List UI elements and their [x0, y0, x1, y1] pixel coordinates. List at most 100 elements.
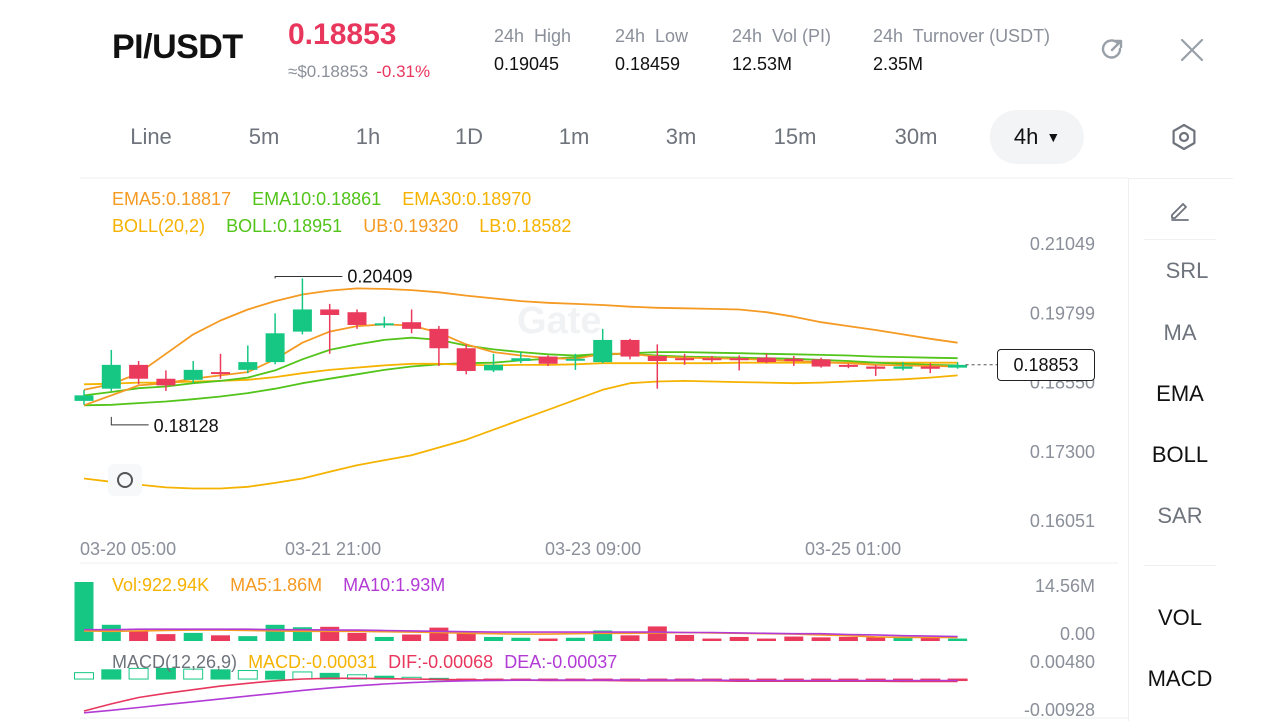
vol-ma10-label: MA10:1.93M [343, 575, 446, 595]
draw-tool-button[interactable] [1162, 192, 1198, 226]
candle-body [838, 364, 858, 367]
tab-1h[interactable]: 1h [356, 110, 380, 164]
tab-label: 15m [773, 124, 817, 149]
boll-upper-line [83, 287, 958, 391]
candle-body [101, 364, 121, 389]
candle-body [757, 357, 776, 363]
volume-bar [838, 636, 858, 641]
indicator-panel [1128, 178, 1233, 721]
volume-bar [811, 637, 831, 641]
stat-value: 2.35M [873, 54, 924, 74]
candle-body [320, 309, 340, 315]
macd-hist-bar [74, 672, 94, 680]
indicator-ema[interactable]: EMA [1156, 381, 1204, 406]
tab-30m[interactable]: 30m [895, 110, 938, 164]
tab-4h[interactable]: 4h ▼ [989, 110, 1085, 164]
macd-legend: MACD(12,26,9) MACD:-0.00031 DIF:-0.00068… [112, 652, 617, 673]
tab-label: Line [130, 124, 172, 149]
tab-label: 4h [1013, 124, 1039, 149]
candle-body [675, 358, 695, 361]
stat-high: 24h High 0.19045 [494, 26, 571, 75]
volume-bar [593, 630, 613, 641]
vol-ma5-label: MA5:1.86M [230, 575, 323, 595]
price-axis-label: 0.21049 [1030, 234, 1095, 254]
volume-bar [511, 637, 531, 641]
stat-value: 0.18459 [615, 54, 681, 74]
candle-body [593, 339, 613, 363]
indicator-srl[interactable]: SRL [1165, 258, 1209, 283]
time-axis-label: 03-25 01:00 [805, 539, 901, 559]
time-axis-label: 03-23 09:00 [545, 539, 641, 559]
indicator-ma[interactable]: MA [1163, 320, 1197, 345]
volume-bar [320, 626, 340, 641]
price-chart[interactable]: Gate 0.204090.181280.210490.197990.18550… [0, 0, 1128, 720]
volume-bar [784, 636, 804, 641]
refresh-button[interactable] [1094, 32, 1130, 68]
low-marker-label: 0.18128 [154, 416, 219, 436]
candle-body [565, 358, 585, 361]
candle-body [511, 358, 531, 361]
stat-label: 24h Vol (PI) [732, 26, 832, 46]
tab-3m[interactable]: 3m [666, 110, 697, 164]
candle-body [484, 364, 503, 371]
vol-ma5-line [83, 629, 958, 639]
volume-bar [429, 627, 449, 641]
divider [1144, 239, 1216, 240]
tab-label: 1D [454, 124, 484, 149]
indicator-vol[interactable]: VOL [1157, 605, 1203, 630]
tab-line[interactable]: Line [130, 110, 172, 164]
indicator-sar[interactable]: SAR [1157, 503, 1203, 528]
divider [1144, 565, 1216, 566]
candle-body [265, 333, 285, 363]
boll-mid-label: BOLL:0.18951 [226, 216, 343, 236]
candle-body [129, 364, 149, 379]
ema10-label: EMA10:0.18861 [252, 189, 382, 209]
boll-ub-label: UB:0.19320 [363, 216, 459, 236]
volume-bar [74, 582, 94, 641]
chart-settings-button[interactable] [1166, 119, 1202, 155]
high-marker-label: 0.20409 [347, 266, 412, 286]
boll-params-label: BOLL(20,2) [112, 216, 206, 236]
ema-legend: EMA5:0.18817 EMA10:0.18861 EMA30:0.18970 [112, 189, 531, 210]
candle-body [456, 348, 476, 371]
volume-bar [538, 638, 558, 641]
close-icon [1180, 38, 1204, 62]
price-axis-label: 0.16051 [1030, 511, 1095, 531]
replay-icon-bg [108, 464, 142, 496]
usd-price-line: ≈$0.18853 -0.31% [288, 62, 430, 82]
candle-body [347, 312, 367, 325]
indicator-macd[interactable]: MACD [1147, 666, 1213, 691]
candle-body [920, 366, 940, 369]
volume-bar [402, 634, 422, 641]
indicator-boll[interactable]: BOLL [1151, 442, 1209, 467]
volume-bar [456, 632, 476, 641]
edit-pencil-icon [1171, 203, 1189, 221]
tab-15m[interactable]: 15m [774, 110, 817, 164]
volume-bar [156, 634, 176, 641]
candle-body [620, 339, 640, 357]
dea-line [83, 679, 958, 714]
tab-1m[interactable]: 1m [559, 110, 590, 164]
price-change: -0.31% [376, 62, 431, 81]
candle-body [374, 323, 394, 326]
last-price: 0.18853 [288, 18, 397, 51]
tab-5m[interactable]: 5m [249, 110, 280, 164]
tab-1d[interactable]: 1D [455, 110, 483, 164]
tab-label: 30m [894, 124, 938, 149]
macd-hist-bar [155, 667, 176, 680]
vol-label: Vol:922.94K [112, 575, 210, 595]
volume-bar [620, 635, 640, 641]
stat-label: 24h High [494, 26, 572, 46]
volume-bar [647, 626, 667, 641]
vol-ma10-line [84, 628, 958, 638]
close-button[interactable] [1174, 32, 1210, 68]
volume-bar [129, 631, 149, 641]
tab-label: 1h [355, 124, 381, 149]
candle-body [538, 356, 558, 364]
volume-bar [948, 638, 968, 641]
macd-params-label: MACD(12,26,9) [112, 652, 238, 672]
candle-body [866, 366, 886, 369]
tab-label: 1m [558, 124, 590, 149]
volume-bar [757, 638, 776, 641]
boll-lb-label: LB:0.18582 [479, 216, 572, 236]
